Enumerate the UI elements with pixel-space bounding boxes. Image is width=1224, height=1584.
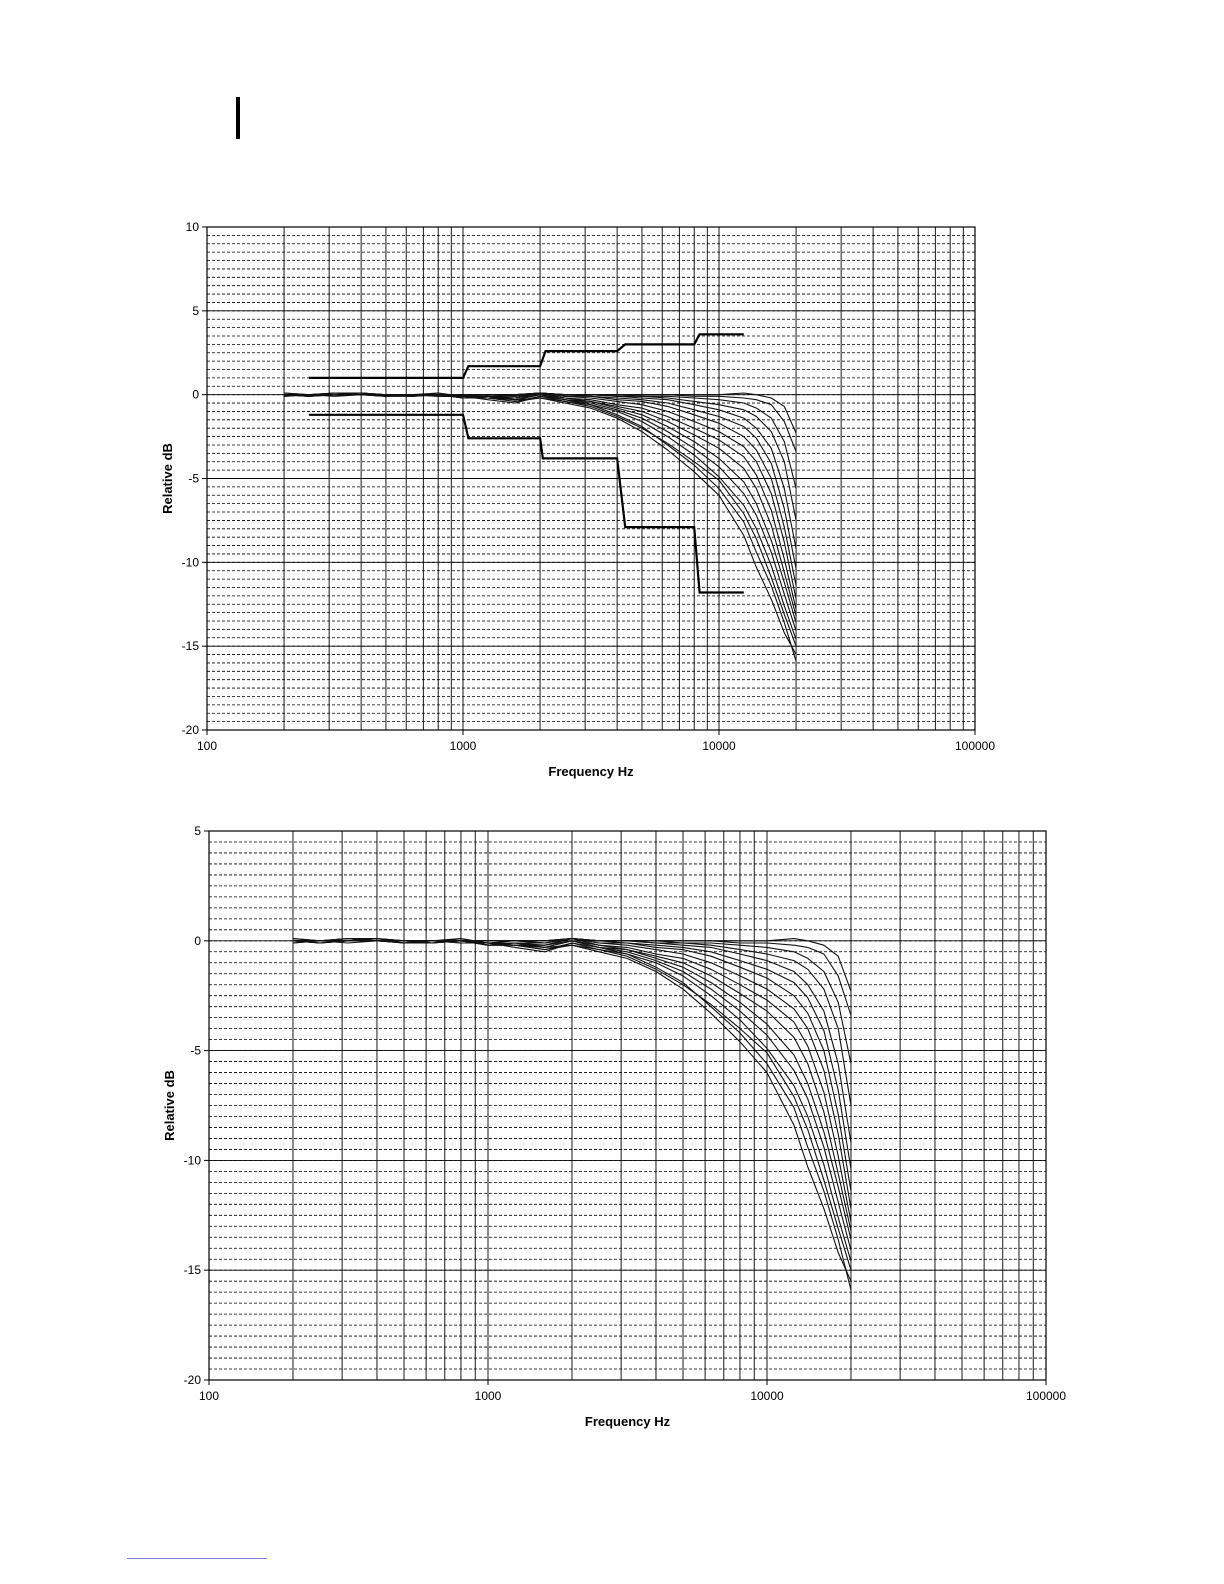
y-tick-label: 0	[192, 388, 199, 402]
y-tick-label: -20	[184, 1373, 202, 1387]
response-curve	[284, 394, 797, 617]
x-tick-label: 100000	[955, 739, 995, 753]
x-tick-label: 10000	[750, 1389, 784, 1403]
tolerance-lower-line	[308, 413, 744, 594]
tolerance-upper-line	[308, 333, 744, 379]
y-tick-label: 5	[192, 304, 199, 318]
response-curve	[292, 938, 852, 1282]
y-tick-label: -10	[182, 555, 200, 569]
x-tick-label: 100000	[1026, 1389, 1066, 1403]
response-curve	[293, 938, 852, 1192]
y-tick-label: 0	[194, 934, 201, 948]
y-tick-label: -20	[182, 723, 200, 737]
y-tick-label: -10	[184, 1153, 202, 1167]
x-axis-label: Frequency Hz	[585, 1414, 671, 1429]
y-tick-label: 5	[194, 824, 201, 838]
x-tick-label: 1000	[450, 739, 477, 753]
x-tick-label: 10000	[702, 739, 736, 753]
frequency-response-chart: 5 0 -5 -10 -15 -20 100 1000 10000 100000 Frequency…	[162, 824, 1066, 1429]
response-curve	[292, 940, 852, 1231]
plot-frame	[208, 830, 1047, 1381]
y-tick-label: -15	[182, 639, 200, 653]
x-axis-label: Frequency Hz	[548, 764, 634, 779]
x-tick-label: 100	[199, 1389, 219, 1403]
x-tick-label: 1000	[475, 1389, 502, 1403]
y-axis-label: Relative dB	[160, 443, 175, 514]
text-cursor-bar	[236, 97, 240, 139]
response-curve	[293, 938, 852, 992]
y-tick-label: -5	[190, 1044, 201, 1058]
y-tick-label: 10	[186, 220, 200, 234]
footnote-separator	[127, 1558, 267, 1559]
frequency-response-chart-with-tolerance: 10 5 0 -5 -10 -15 -20 100 1000 10000 100000 Frequen…	[160, 220, 995, 779]
y-tick-label: -15	[184, 1263, 202, 1277]
y-tick-label: -5	[188, 472, 199, 486]
x-tick-label: 100	[197, 739, 217, 753]
response-curve	[284, 392, 797, 434]
y-axis-label: Relative dB	[162, 1070, 177, 1141]
response-curve	[284, 392, 797, 586]
